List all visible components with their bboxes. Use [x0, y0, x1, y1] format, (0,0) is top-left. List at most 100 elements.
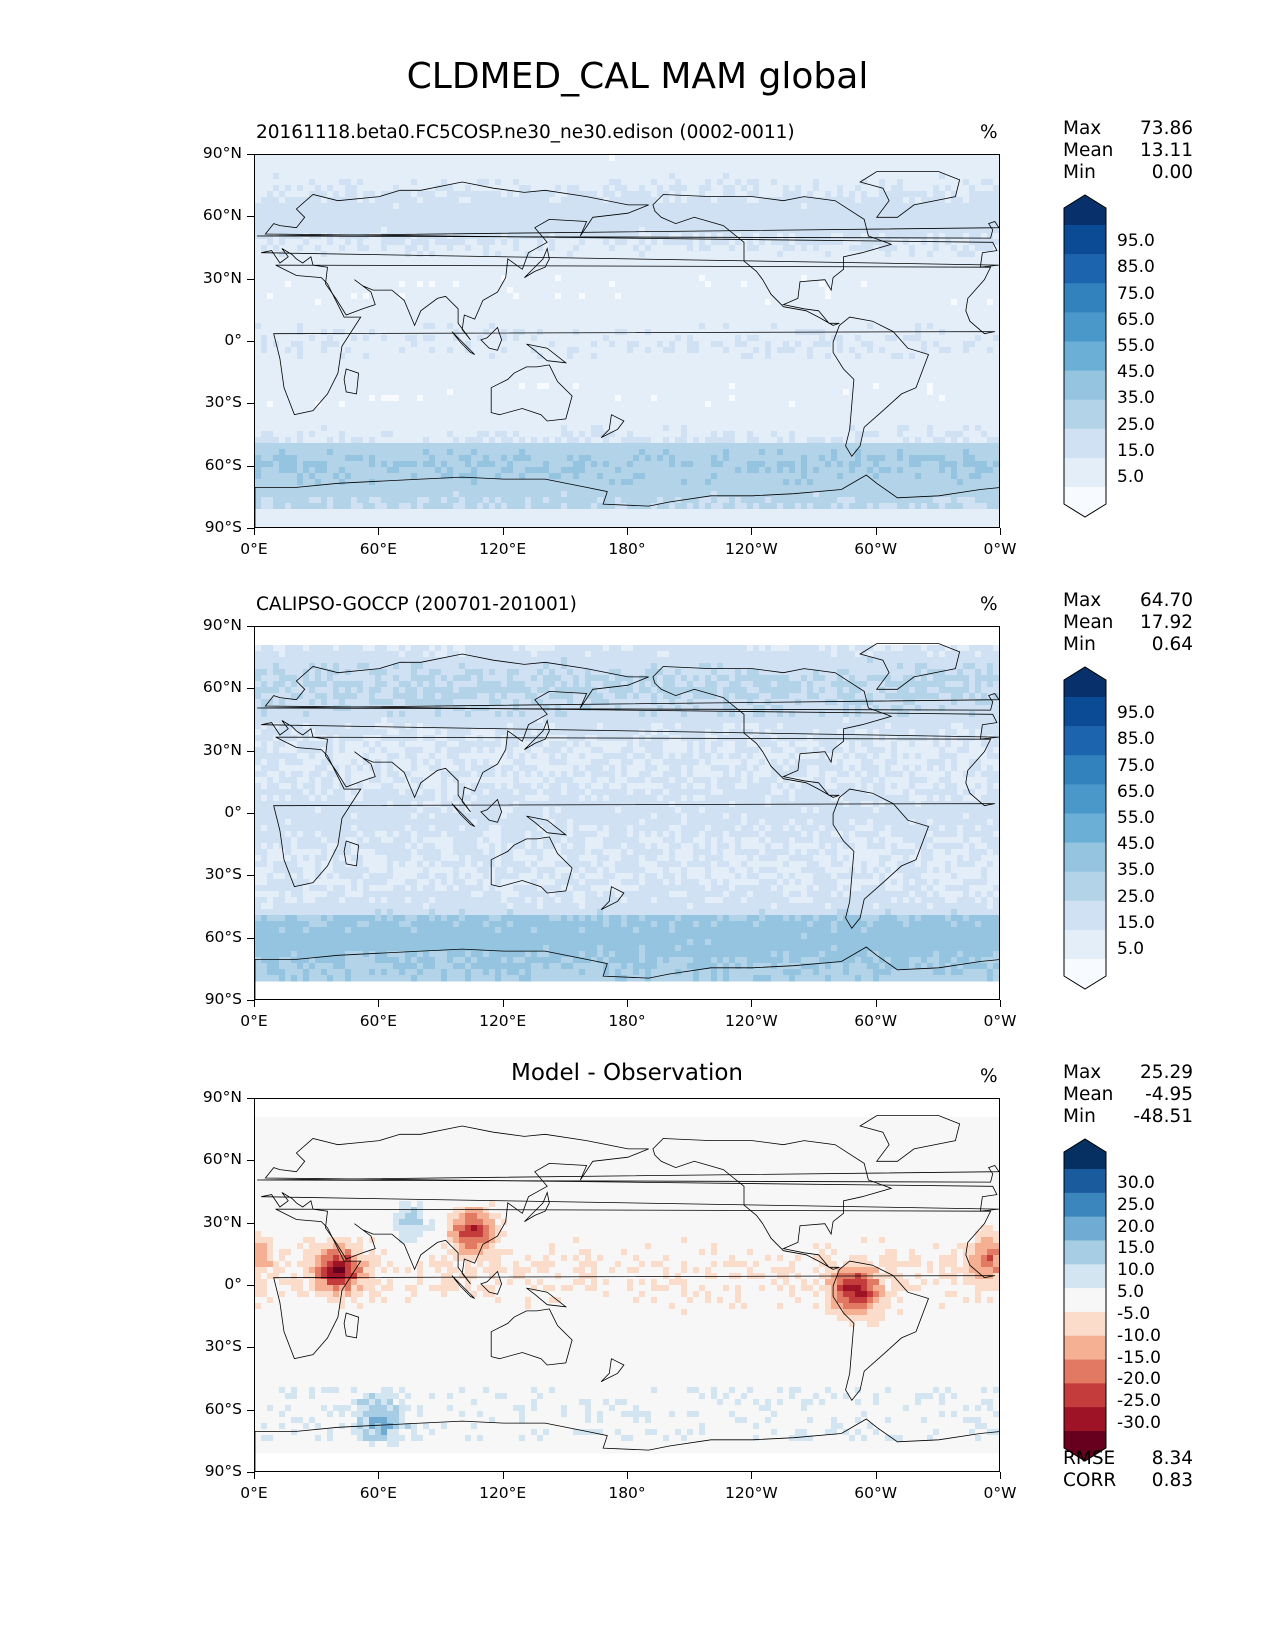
colorbar-tick-label: 75.0 — [1117, 756, 1155, 776]
lon-tick — [502, 1472, 504, 1479]
lat-tick-label: 90°S — [172, 518, 242, 536]
lon-tick-label: 120°W — [711, 1012, 791, 1030]
lat-tick — [247, 875, 254, 877]
coastline — [526, 1287, 568, 1308]
colorbar-segment — [1064, 254, 1106, 284]
lon-tick-label: 180° — [587, 1484, 667, 1502]
figure-title: CLDMED_CAL MAM global — [0, 56, 1275, 97]
colorbar-outline — [1063, 666, 1107, 990]
lon-tick-label: 120°E — [463, 540, 543, 558]
colorbar-segment — [1064, 697, 1106, 727]
lat-tick-label: 30°N — [172, 741, 242, 759]
lon-tick-label: 60°W — [836, 540, 916, 558]
lat-tick — [247, 937, 254, 939]
lat-tick-label: 90°S — [172, 1462, 242, 1480]
colorbar-extend-bottom — [1064, 487, 1106, 517]
lat-tick — [247, 154, 254, 155]
stat-value: 17.92 — [1140, 612, 1193, 634]
colorbar-segment — [1064, 1216, 1106, 1241]
stat-value: 13.11 — [1140, 140, 1193, 162]
colorbar-segment — [1064, 755, 1106, 785]
lat-tick — [247, 1472, 254, 1473]
map-plot — [254, 154, 1000, 528]
colorbar-segment — [1064, 399, 1106, 430]
colorbar-tick-label: 35.0 — [1117, 860, 1155, 880]
lon-tick — [751, 1000, 753, 1007]
map-plot — [254, 1098, 1000, 1472]
coastline — [859, 643, 961, 690]
lon-tick — [627, 1000, 628, 1007]
stat-label: Mean — [1063, 612, 1113, 634]
colorbar-segment — [1064, 1264, 1106, 1289]
colorbar-tick-label: 5.0 — [1117, 1282, 1144, 1302]
colorbar-tick-label: -25.0 — [1117, 1391, 1161, 1411]
coastline — [480, 798, 503, 823]
lat-tick-label: 60°S — [172, 1400, 242, 1418]
metrics-box: RMSE 8.34 CORR 0.83 — [1063, 1448, 1193, 1492]
colorbar-tick-label: 10.0 — [1117, 1260, 1155, 1280]
lat-tick — [247, 1098, 254, 1099]
coastlines — [255, 171, 999, 527]
panel-title: CALIPSO-GOCCP (200701-201001) — [256, 594, 577, 615]
stat-value: -48.51 — [1133, 1106, 1193, 1128]
coastline — [255, 946, 999, 999]
lat-tick-label: 60°N — [172, 1150, 242, 1168]
lat-tick-label: 0° — [172, 331, 242, 349]
lon-tick-label: 60°E — [338, 540, 418, 558]
coastline — [451, 1275, 475, 1299]
colorbar-tick-label: 25.0 — [1117, 1195, 1155, 1215]
colorbar-tick-label: 95.0 — [1117, 703, 1155, 723]
coastline — [600, 1358, 625, 1382]
coastline — [261, 1125, 999, 1285]
lon-tick — [875, 1000, 877, 1007]
colorbar-tick-label: 85.0 — [1117, 729, 1155, 749]
lon-tick-label: 60°W — [836, 1012, 916, 1030]
colorbar-segment — [1064, 428, 1106, 459]
units-label: % — [980, 122, 998, 143]
colorbar-tick-label: 25.0 — [1117, 887, 1155, 907]
colorbar-tick-label: 5.0 — [1117, 939, 1144, 959]
stats-box: Max 25.29 Mean -4.95 Min -48.51 — [1063, 1062, 1193, 1128]
colorbar-tick-label: -5.0 — [1117, 1304, 1150, 1324]
coastline — [480, 326, 503, 351]
colorbar-segment — [1064, 900, 1106, 931]
colorbar-tick-label: 15.0 — [1117, 913, 1155, 933]
coastline — [261, 653, 999, 813]
lat-tick — [247, 216, 254, 218]
coastline — [600, 414, 625, 438]
colorbar: 95.0 85.0 75.0 65.0 55.0 45.0 35.0 25.0 15.0 5.0 — [1063, 666, 1155, 994]
stat-value: 73.86 — [1140, 118, 1193, 140]
metric-label: RMSE — [1063, 1448, 1115, 1470]
stats-box: Max 64.70 Mean 17.92 Min 0.64 — [1063, 590, 1193, 656]
colorbar-segment — [1064, 1407, 1106, 1432]
lat-tick — [247, 1160, 254, 1162]
lon-tick — [502, 1000, 504, 1007]
lat-tick — [247, 341, 254, 342]
stat-label: Mean — [1063, 1084, 1113, 1106]
colorbar-segment — [1064, 1335, 1106, 1360]
stat-label: Min — [1063, 634, 1096, 656]
lon-tick-label: 60°E — [338, 1484, 418, 1502]
lat-tick-label: 30°S — [172, 1337, 242, 1355]
lat-tick — [247, 1409, 254, 1411]
lat-tick — [247, 688, 254, 690]
metric-label: CORR — [1063, 1470, 1116, 1492]
lat-tick-label: 30°N — [172, 1213, 242, 1231]
coastline — [257, 693, 999, 711]
colorbar-graphic — [1063, 1138, 1107, 1462]
colorbar-outline — [1063, 194, 1107, 518]
coastline — [600, 886, 625, 910]
stats-box: Max 73.86 Mean 13.11 Min 0.00 — [1063, 118, 1193, 184]
lat-tick-label: 90°N — [172, 1088, 242, 1106]
lon-tick-label: 60°W — [836, 1484, 916, 1502]
colorbar-segment — [1064, 1359, 1106, 1384]
colorbar-tick-label: 15.0 — [1117, 441, 1155, 461]
lat-tick — [247, 1285, 254, 1286]
panel-title: Model - Observation — [254, 1060, 1000, 1086]
colorbar: 95.0 85.0 75.0 65.0 55.0 45.0 35.0 25.0 15.0 5.0 — [1063, 194, 1155, 522]
lat-tick-label: 60°S — [172, 456, 242, 474]
coastline — [261, 181, 999, 341]
colorbar-segment — [1064, 370, 1106, 401]
colorbar-segment — [1064, 1240, 1106, 1265]
colorbar-segment — [1064, 871, 1106, 902]
